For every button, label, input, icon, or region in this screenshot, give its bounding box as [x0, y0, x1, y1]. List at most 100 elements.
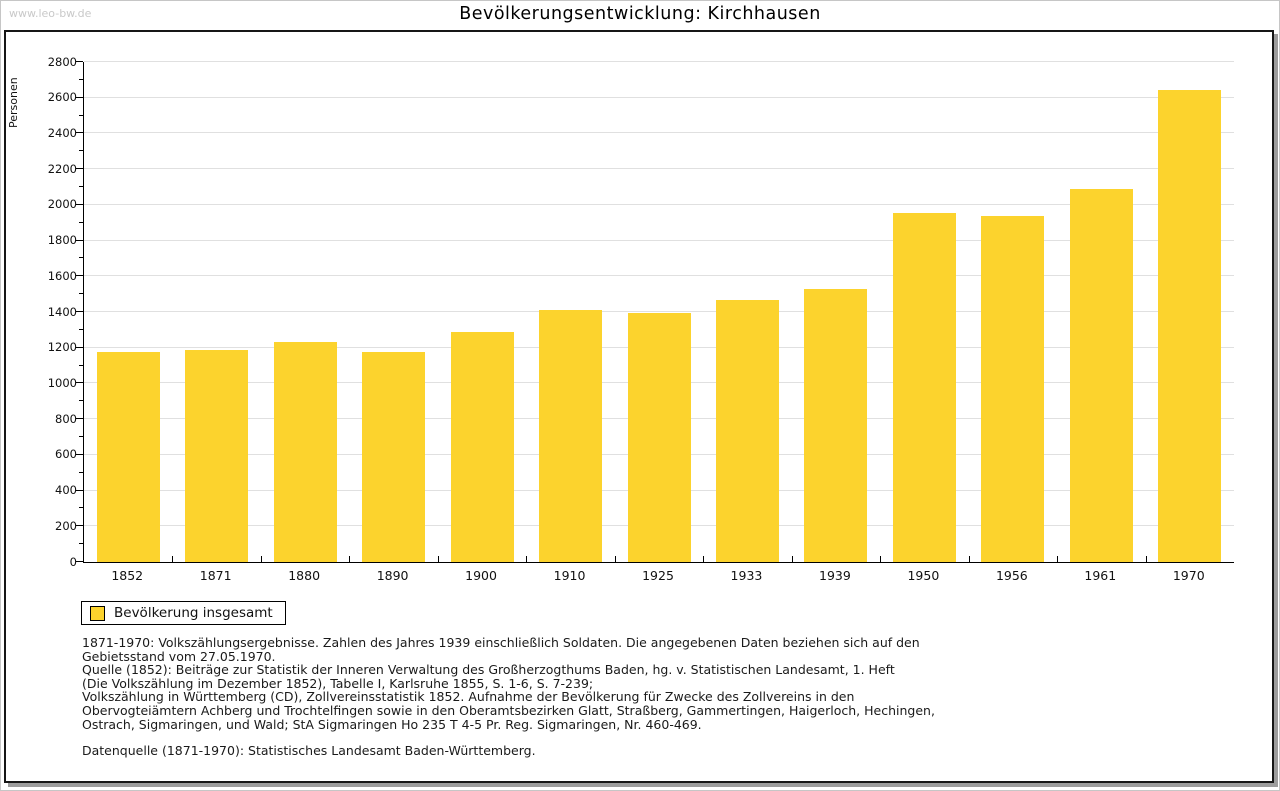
- y-tick-minor: [79, 150, 83, 152]
- y-tick-minor: [79, 257, 83, 259]
- legend: Bevölkerung insgesamt: [81, 601, 286, 625]
- x-tick-label: 1871: [199, 568, 232, 583]
- x-tick: [1145, 556, 1147, 562]
- bar-slot: [792, 62, 880, 562]
- y-tick-label: 2600: [47, 90, 77, 105]
- footnote-line: Obervogteiämtern Achberg und Trochtelfin…: [82, 702, 935, 718]
- y-tick-major: [76, 168, 83, 170]
- gridline: [84, 132, 1234, 134]
- bar-1871: [185, 350, 249, 562]
- footnote-line: Quelle (1852): Beiträge zur Statistik de…: [82, 662, 895, 678]
- chart-title: Bevölkerungsentwicklung: Kirchhausen: [459, 4, 821, 24]
- x-tick-label: 1933: [730, 568, 763, 583]
- x-tick-label: 1890: [376, 568, 409, 583]
- y-tick-major: [76, 489, 83, 491]
- y-tick-minor: [79, 507, 83, 509]
- y-tick-minor: [79, 78, 83, 80]
- bar-slot: [969, 62, 1057, 562]
- bar-1910: [539, 310, 603, 562]
- y-tick-minor: [79, 114, 83, 116]
- footnotes: 1871-1970: Volkszählungsergebnisse. Zahl…: [82, 636, 1182, 758]
- bar-1880: [273, 342, 337, 562]
- y-tick-label: 200: [55, 518, 77, 533]
- bar-slot: [1057, 62, 1145, 562]
- y-tick-label: 800: [55, 411, 77, 426]
- gridline: [84, 275, 1234, 277]
- y-tick-minor: [79, 293, 83, 295]
- bar-slot: [349, 62, 437, 562]
- y-tick-major: [76, 346, 83, 348]
- bar-1950: [892, 212, 956, 562]
- x-tick-label: 1925: [642, 568, 674, 583]
- bar-1900: [450, 331, 514, 562]
- x-tick: [614, 556, 616, 562]
- y-tick-label: 2000: [47, 197, 77, 212]
- y-tick-minor: [79, 436, 83, 437]
- datasource-note: Datenquelle (1871-1970): Statistisches L…: [82, 743, 536, 759]
- gridline: [84, 311, 1234, 312]
- bar-1956: [981, 216, 1045, 562]
- x-tick-label: 1970: [1172, 568, 1205, 583]
- bar-slot: [84, 62, 172, 562]
- y-tick-minor: [79, 471, 83, 473]
- bar-slot: [1146, 62, 1234, 562]
- y-tick-major: [76, 525, 83, 527]
- y-tick-label: 600: [55, 447, 77, 462]
- bar-slot: [526, 62, 614, 562]
- chart-frame: Personen 0 200 400 600 800 1000 1200 1400 1600 18…: [4, 30, 1274, 783]
- x-tick-label: 1852: [111, 568, 144, 583]
- y-tick-major: [76, 239, 83, 241]
- x-tick: [968, 556, 970, 562]
- gridline: [84, 239, 1234, 241]
- bar-slot: [261, 62, 349, 562]
- bar-slot: [880, 62, 968, 562]
- y-tick-label: 1400: [47, 304, 77, 319]
- y-tick-major: [76, 275, 83, 277]
- x-tick: [349, 556, 351, 562]
- y-tick-label: 1000: [47, 375, 77, 390]
- bar-1925: [627, 312, 691, 562]
- gridline: [84, 203, 1234, 205]
- bar-slot: [703, 62, 791, 562]
- y-tick-minor: [79, 400, 83, 402]
- y-tick-label: 2400: [47, 125, 77, 140]
- x-tick: [703, 556, 705, 562]
- bar-1852: [96, 352, 160, 562]
- y-tick-major: [76, 453, 83, 455]
- y-axis-tick-labels: 0 200 400 600 800 1000 1200 1400 1600 1800 2000 220…: [6, 55, 77, 568]
- footnote-line: Gebietsstand vom 27.05.1970.: [82, 648, 276, 664]
- y-tick-major: [76, 132, 83, 134]
- legend-swatch-icon: [90, 605, 105, 621]
- bar-1890: [362, 352, 426, 562]
- x-tick: [437, 556, 439, 562]
- y-tick-major: [76, 311, 83, 312]
- gridline: [84, 61, 1234, 62]
- bar-1933: [716, 299, 780, 562]
- x-tick: [172, 556, 174, 562]
- legend-label: Bevölkerung insgesamt: [114, 605, 273, 621]
- x-tick-label: 1910: [553, 568, 586, 583]
- footnote-line: Ostrach, Sigmaringen, und Wald; StA Sigm…: [82, 716, 702, 732]
- site-watermark: www.leo-bw.de: [9, 7, 92, 20]
- footnote-line: Volkszählung in Württemberg (CD), Zollve…: [82, 689, 855, 705]
- x-tick-label: 1880: [288, 568, 321, 583]
- gridline: [84, 168, 1234, 170]
- y-tick-label: 2800: [47, 54, 77, 69]
- bar-slot: [172, 62, 260, 562]
- x-tick-label: 1956: [995, 568, 1028, 583]
- x-tick-label: 1961: [1084, 568, 1117, 583]
- x-tick-label: 1900: [465, 568, 497, 583]
- bar-slot: [615, 62, 703, 562]
- y-tick-major: [76, 61, 83, 62]
- footnote-line: (Die Volkszählung im Dezember 1852), Tab…: [82, 675, 594, 691]
- x-tick-label: 1939: [819, 568, 851, 583]
- y-tick-label: 1200: [47, 340, 77, 355]
- y-tick-minor: [79, 328, 83, 330]
- bar-1939: [804, 288, 868, 562]
- y-tick-minor: [79, 364, 83, 366]
- y-tick-major: [76, 96, 83, 98]
- bar-slot: [438, 62, 526, 562]
- x-tick: [1057, 556, 1059, 562]
- y-tick-label: 1600: [47, 268, 77, 283]
